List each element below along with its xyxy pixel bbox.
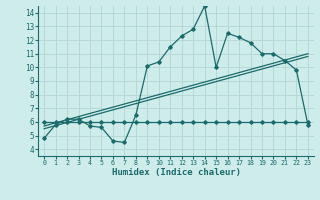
X-axis label: Humidex (Indice chaleur): Humidex (Indice chaleur): [111, 168, 241, 177]
